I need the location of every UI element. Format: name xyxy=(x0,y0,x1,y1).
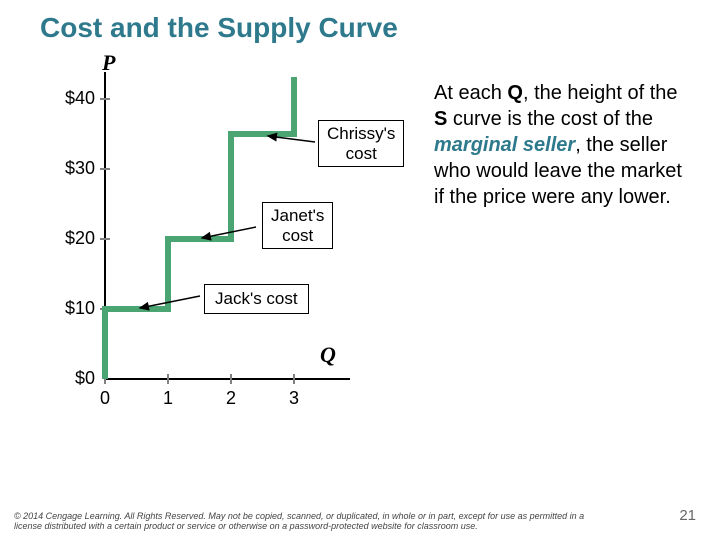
body-q: Q xyxy=(507,82,523,104)
x-axis-label: Q xyxy=(320,342,336,368)
body-marginal: marginal seller xyxy=(434,134,575,156)
callout-jack: Jack's cost xyxy=(204,284,309,314)
content-row: P $40 $30 $20 $10 $0 xyxy=(0,52,720,452)
callout-janet-l1: Janet's xyxy=(271,206,324,225)
x-tick-2: 2 xyxy=(216,388,246,409)
callout-janet: Janet's cost xyxy=(262,202,333,249)
page-title: Cost and the Supply Curve xyxy=(0,0,720,52)
body-s: S xyxy=(434,108,447,130)
copyright-footer: © 2014 Cengage Learning. All Rights Rese… xyxy=(14,512,614,532)
x-tick-0: 0 xyxy=(90,388,120,409)
explanation-text: At each Q, the height of the S curve is … xyxy=(420,52,690,452)
callout-jack-l1: Jack's cost xyxy=(215,289,298,308)
body-1c: curve is the cost of the xyxy=(447,108,653,130)
x-tick-1: 1 xyxy=(153,388,183,409)
callout-chrissy-l2: cost xyxy=(346,144,377,163)
callout-chrissy: Chrissy's cost xyxy=(318,120,404,167)
callout-janet-l2: cost xyxy=(282,226,313,245)
page-number: 21 xyxy=(679,507,696,524)
callout-chrissy-l1: Chrissy's xyxy=(327,124,395,143)
body-intro: At each xyxy=(434,82,507,104)
supply-chart: P $40 $30 $20 $10 $0 xyxy=(40,52,420,452)
x-tick-3: 3 xyxy=(279,388,309,409)
body-1b: , the height of the xyxy=(523,82,678,104)
